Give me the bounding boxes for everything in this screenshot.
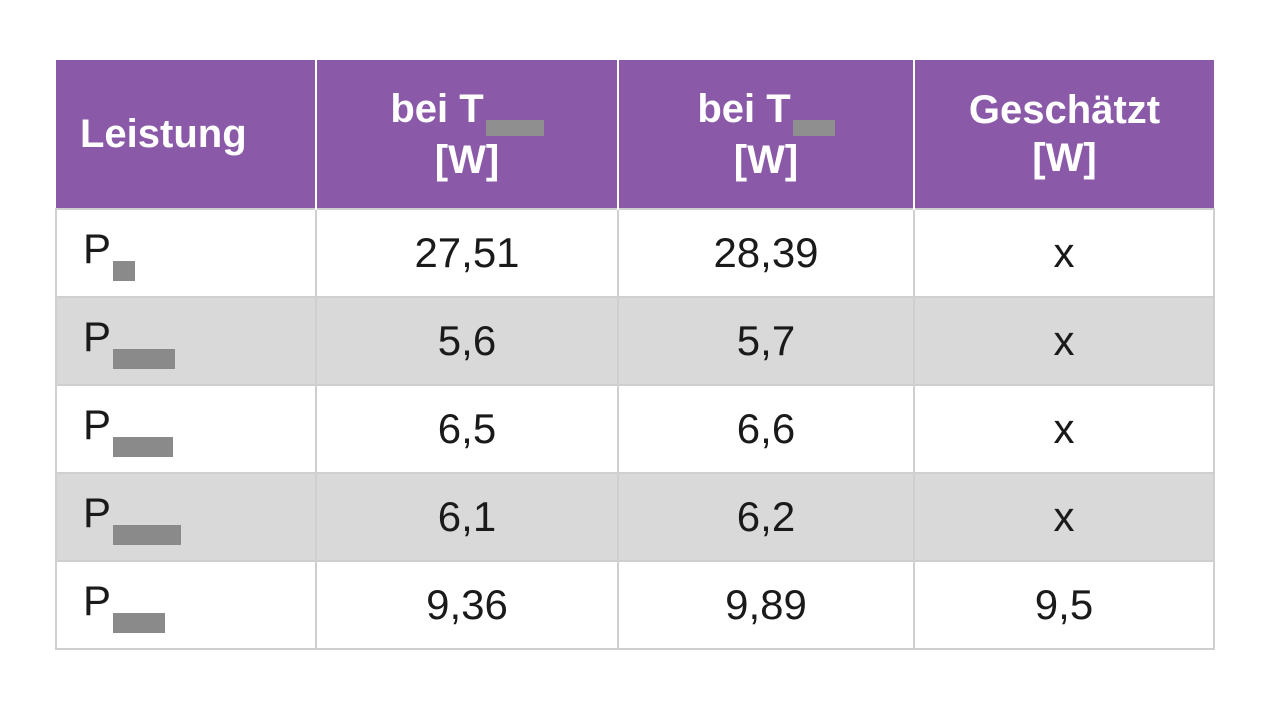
cell-estimated: 9,5 — [913, 560, 1215, 650]
header-geschaetzt-label: Geschätzt — [968, 88, 1161, 132]
row-symbol: P — [83, 489, 112, 536]
redacted-subscript — [113, 613, 166, 633]
cell-t2: 6,6 — [617, 384, 915, 474]
cell-t1: 5,6 — [315, 296, 619, 386]
cell-t2: 9,89 — [617, 560, 915, 650]
table-row: P 27,51 28,39 x — [55, 208, 1215, 298]
cell-t2: 5,7 — [617, 296, 915, 386]
header-leistung: Leistung — [56, 60, 317, 209]
table-row: P 5,6 5,7 x — [55, 296, 1215, 386]
power-table: Leistung bei T [W] bei T [W] Geschätzt [… — [55, 60, 1215, 650]
cell-t2: 28,39 — [617, 208, 915, 298]
row-symbol-cell: P — [55, 560, 317, 650]
cell-t1: 27,51 — [315, 208, 619, 298]
row-symbol: P — [83, 401, 112, 448]
header-geschaetzt-unit: [W] — [1032, 136, 1097, 180]
table-row: P 6,5 6,6 x — [55, 384, 1215, 474]
cell-t1: 6,5 — [315, 384, 619, 474]
row-symbol: P — [83, 225, 112, 272]
row-symbol-cell: P — [55, 296, 317, 386]
redacted-subscript — [113, 525, 182, 545]
row-symbol-cell: P — [55, 472, 317, 562]
cell-t1: 6,1 — [315, 472, 619, 562]
redacted-subscript — [485, 119, 544, 136]
row-symbol-cell: P — [55, 208, 317, 298]
redacted-subscript — [113, 437, 174, 457]
header-row: Leistung bei T [W] bei T [W] Geschätzt [… — [56, 60, 1214, 209]
header-bei-t-2-unit: [W] — [733, 137, 799, 182]
header-bei-t-2-label: bei T — [697, 86, 791, 131]
table-container: Leistung bei T [W] bei T [W] Geschätzt [… — [55, 60, 1215, 650]
header-leistung-label: Leistung — [80, 112, 247, 156]
redacted-subscript — [113, 349, 176, 369]
header-bei-t-1-label: bei T — [390, 86, 484, 131]
cell-t2: 6,2 — [617, 472, 915, 562]
header-geschaetzt: Geschätzt [W] — [914, 60, 1214, 209]
cell-estimated: x — [913, 384, 1215, 474]
row-symbol: P — [83, 577, 112, 624]
table-row: P 9,36 9,89 9,5 — [55, 560, 1215, 650]
header-bei-t-1-unit: [W] — [434, 137, 500, 182]
cell-estimated: x — [913, 208, 1215, 298]
table-row: P 6,1 6,2 x — [55, 472, 1215, 562]
row-symbol-cell: P — [55, 384, 317, 474]
cell-estimated: x — [913, 472, 1215, 562]
cell-estimated: x — [913, 296, 1215, 386]
header-bei-t-2: bei T [W] — [618, 60, 915, 209]
cell-t1: 9,36 — [315, 560, 619, 650]
redacted-subscript — [113, 261, 136, 281]
row-symbol: P — [83, 313, 112, 360]
header-bei-t-1: bei T [W] — [316, 60, 619, 209]
redacted-subscript — [792, 119, 835, 136]
